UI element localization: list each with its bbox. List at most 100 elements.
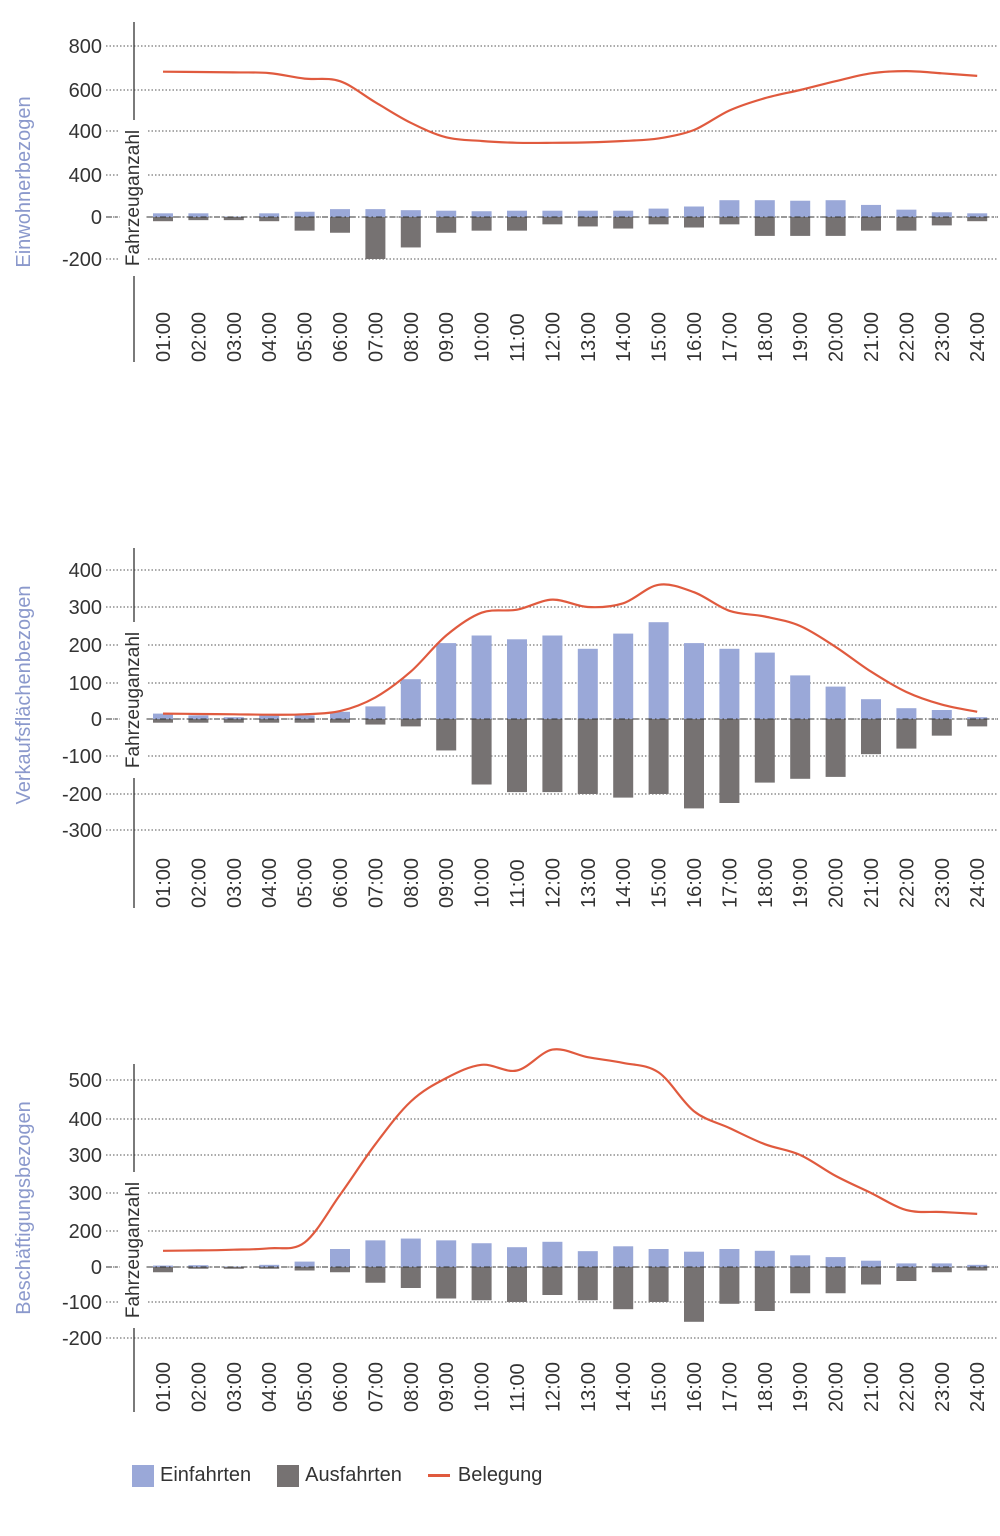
bar-einfahrten bbox=[223, 717, 244, 719]
x-tick-label: 04:00 bbox=[259, 858, 281, 908]
bar-ausfahrten bbox=[507, 217, 527, 231]
bar-einfahrten bbox=[471, 211, 492, 217]
x-tick-label: 17:00 bbox=[719, 1362, 741, 1412]
bar-ausfahrten bbox=[577, 217, 598, 227]
x-tick-label: 10:00 bbox=[472, 312, 494, 362]
bar-einfahrten bbox=[577, 1251, 598, 1267]
bar-einfahrten bbox=[436, 643, 457, 719]
bar-einfahrten bbox=[542, 1241, 563, 1267]
y-axis-title-bg bbox=[120, 120, 146, 276]
bar-einfahrten bbox=[684, 1251, 704, 1267]
x-tick-label: 21:00 bbox=[861, 858, 883, 908]
y-tick-label: 300 bbox=[69, 597, 102, 619]
bar-ausfahrten bbox=[365, 719, 386, 725]
x-tick-label: 11:00 bbox=[507, 313, 529, 362]
legend-belegung-label: Belegung bbox=[457, 1464, 543, 1486]
bar-einfahrten bbox=[259, 1264, 280, 1267]
panel-label: Verkaufsflächenbezogen bbox=[13, 585, 35, 804]
bar-ausfahrten bbox=[542, 1267, 563, 1295]
x-tick-label: 09:00 bbox=[436, 1362, 458, 1412]
bar-einfahrten bbox=[613, 210, 634, 217]
y-axis-title-bg bbox=[120, 1172, 146, 1328]
y-axis-title: Fahrzeuganzahl bbox=[123, 1182, 144, 1318]
x-tick-label: 21:00 bbox=[861, 1362, 883, 1412]
bar-einfahrten bbox=[188, 213, 209, 217]
y-tick-label: 200 bbox=[69, 635, 102, 657]
bar-ausfahrten bbox=[577, 1267, 598, 1301]
bar-ausfahrten bbox=[542, 719, 563, 793]
x-tick-label: 24:00 bbox=[967, 1362, 989, 1412]
y-tick-label: 500 bbox=[69, 1070, 102, 1092]
y-tick-label: 0 bbox=[91, 709, 102, 731]
chart-panel-1: 800 600 400 400 0 -200 01:00 02:00 03:00 04:00 05:… bbox=[13, 22, 998, 362]
y-tick-label: 200 bbox=[69, 1221, 102, 1243]
bar-einfahrten bbox=[330, 711, 350, 719]
bar-ausfahrten bbox=[790, 217, 811, 236]
x-tick-label: 09:00 bbox=[436, 312, 458, 362]
bar-einfahrten bbox=[507, 1247, 527, 1267]
bar-einfahrten bbox=[259, 715, 280, 719]
x-tick-label: 19:00 bbox=[790, 858, 812, 908]
x-tick-label: 13:00 bbox=[578, 312, 600, 362]
bar-einfahrten bbox=[825, 1257, 846, 1267]
bar-einfahrten bbox=[967, 1264, 988, 1267]
x-tick-label: 11:00 bbox=[507, 1363, 529, 1412]
bar-einfahrten bbox=[153, 213, 173, 217]
bar-einfahrten bbox=[754, 1250, 775, 1267]
legend-ausfahrten-swatch bbox=[277, 1464, 300, 1487]
bar-ausfahrten bbox=[188, 217, 209, 221]
y-tick-label: 400 bbox=[69, 165, 102, 187]
bar-einfahrten bbox=[648, 208, 669, 217]
x-tick-label: 16:00 bbox=[684, 312, 706, 362]
bar-einfahrten bbox=[684, 206, 704, 217]
y-tick-label: 400 bbox=[69, 1109, 102, 1131]
legend-einfahrten-swatch bbox=[132, 1464, 154, 1487]
bar-ausfahrten bbox=[223, 719, 244, 723]
chart-panel-3: 500 400 300 300 200 0 -100 -200 01:00 02:00 03:00 0… bbox=[13, 1048, 998, 1412]
bar-ausfahrten bbox=[613, 217, 634, 229]
bar-einfahrten bbox=[436, 1240, 457, 1267]
bar-ausfahrten bbox=[507, 719, 527, 793]
bar-einfahrten bbox=[896, 1263, 917, 1267]
x-tick-label: 01:00 bbox=[153, 858, 175, 908]
x-tick-label: 07:00 bbox=[365, 1362, 387, 1412]
bar-einfahrten bbox=[967, 213, 988, 217]
x-tick-label: 21:00 bbox=[861, 312, 883, 362]
bar-ausfahrten bbox=[825, 719, 846, 777]
bar-ausfahrten bbox=[825, 217, 846, 236]
bar-einfahrten bbox=[861, 204, 881, 217]
bar-ausfahrten bbox=[400, 719, 421, 727]
y-tick-label: 600 bbox=[69, 80, 102, 102]
x-tick-label: 06:00 bbox=[330, 858, 352, 908]
bar-ausfahrten bbox=[507, 1267, 527, 1302]
x-tick-label: 03:00 bbox=[224, 1362, 246, 1412]
bar-ausfahrten bbox=[719, 1267, 740, 1304]
y-tick-label: 100 bbox=[69, 673, 102, 695]
x-tick-label: 17:00 bbox=[719, 858, 741, 908]
bar-einfahrten bbox=[330, 209, 350, 217]
bar-ausfahrten bbox=[684, 1267, 704, 1322]
bar-ausfahrten bbox=[754, 719, 775, 783]
y-tick-label: 800 bbox=[69, 36, 102, 58]
bar-ausfahrten bbox=[967, 217, 988, 222]
x-tick-label: 16:00 bbox=[684, 858, 706, 908]
bar-ausfahrten bbox=[684, 719, 704, 809]
bar-einfahrten bbox=[931, 710, 952, 719]
chart-panel-2: 400 300 200 100 0 -100 -200 -300 01:00 02:00 03:00… bbox=[13, 548, 998, 908]
x-tick-label: 18:00 bbox=[755, 858, 777, 908]
x-tick-label: 08:00 bbox=[401, 1362, 423, 1412]
bar-einfahrten bbox=[471, 1243, 492, 1267]
bar-ausfahrten bbox=[436, 217, 457, 233]
bar-ausfahrten bbox=[365, 217, 386, 259]
bar-einfahrten bbox=[719, 1249, 740, 1267]
x-tick-label: 08:00 bbox=[401, 312, 423, 362]
bar-ausfahrten bbox=[861, 1267, 881, 1285]
bar-einfahrten bbox=[365, 706, 386, 719]
bar-ausfahrten bbox=[790, 1267, 811, 1294]
bar-einfahrten bbox=[400, 210, 421, 217]
x-tick-label: 04:00 bbox=[259, 1362, 281, 1412]
bar-ausfahrten bbox=[931, 719, 952, 736]
bar-einfahrten bbox=[896, 708, 917, 719]
bar-ausfahrten bbox=[330, 217, 350, 233]
